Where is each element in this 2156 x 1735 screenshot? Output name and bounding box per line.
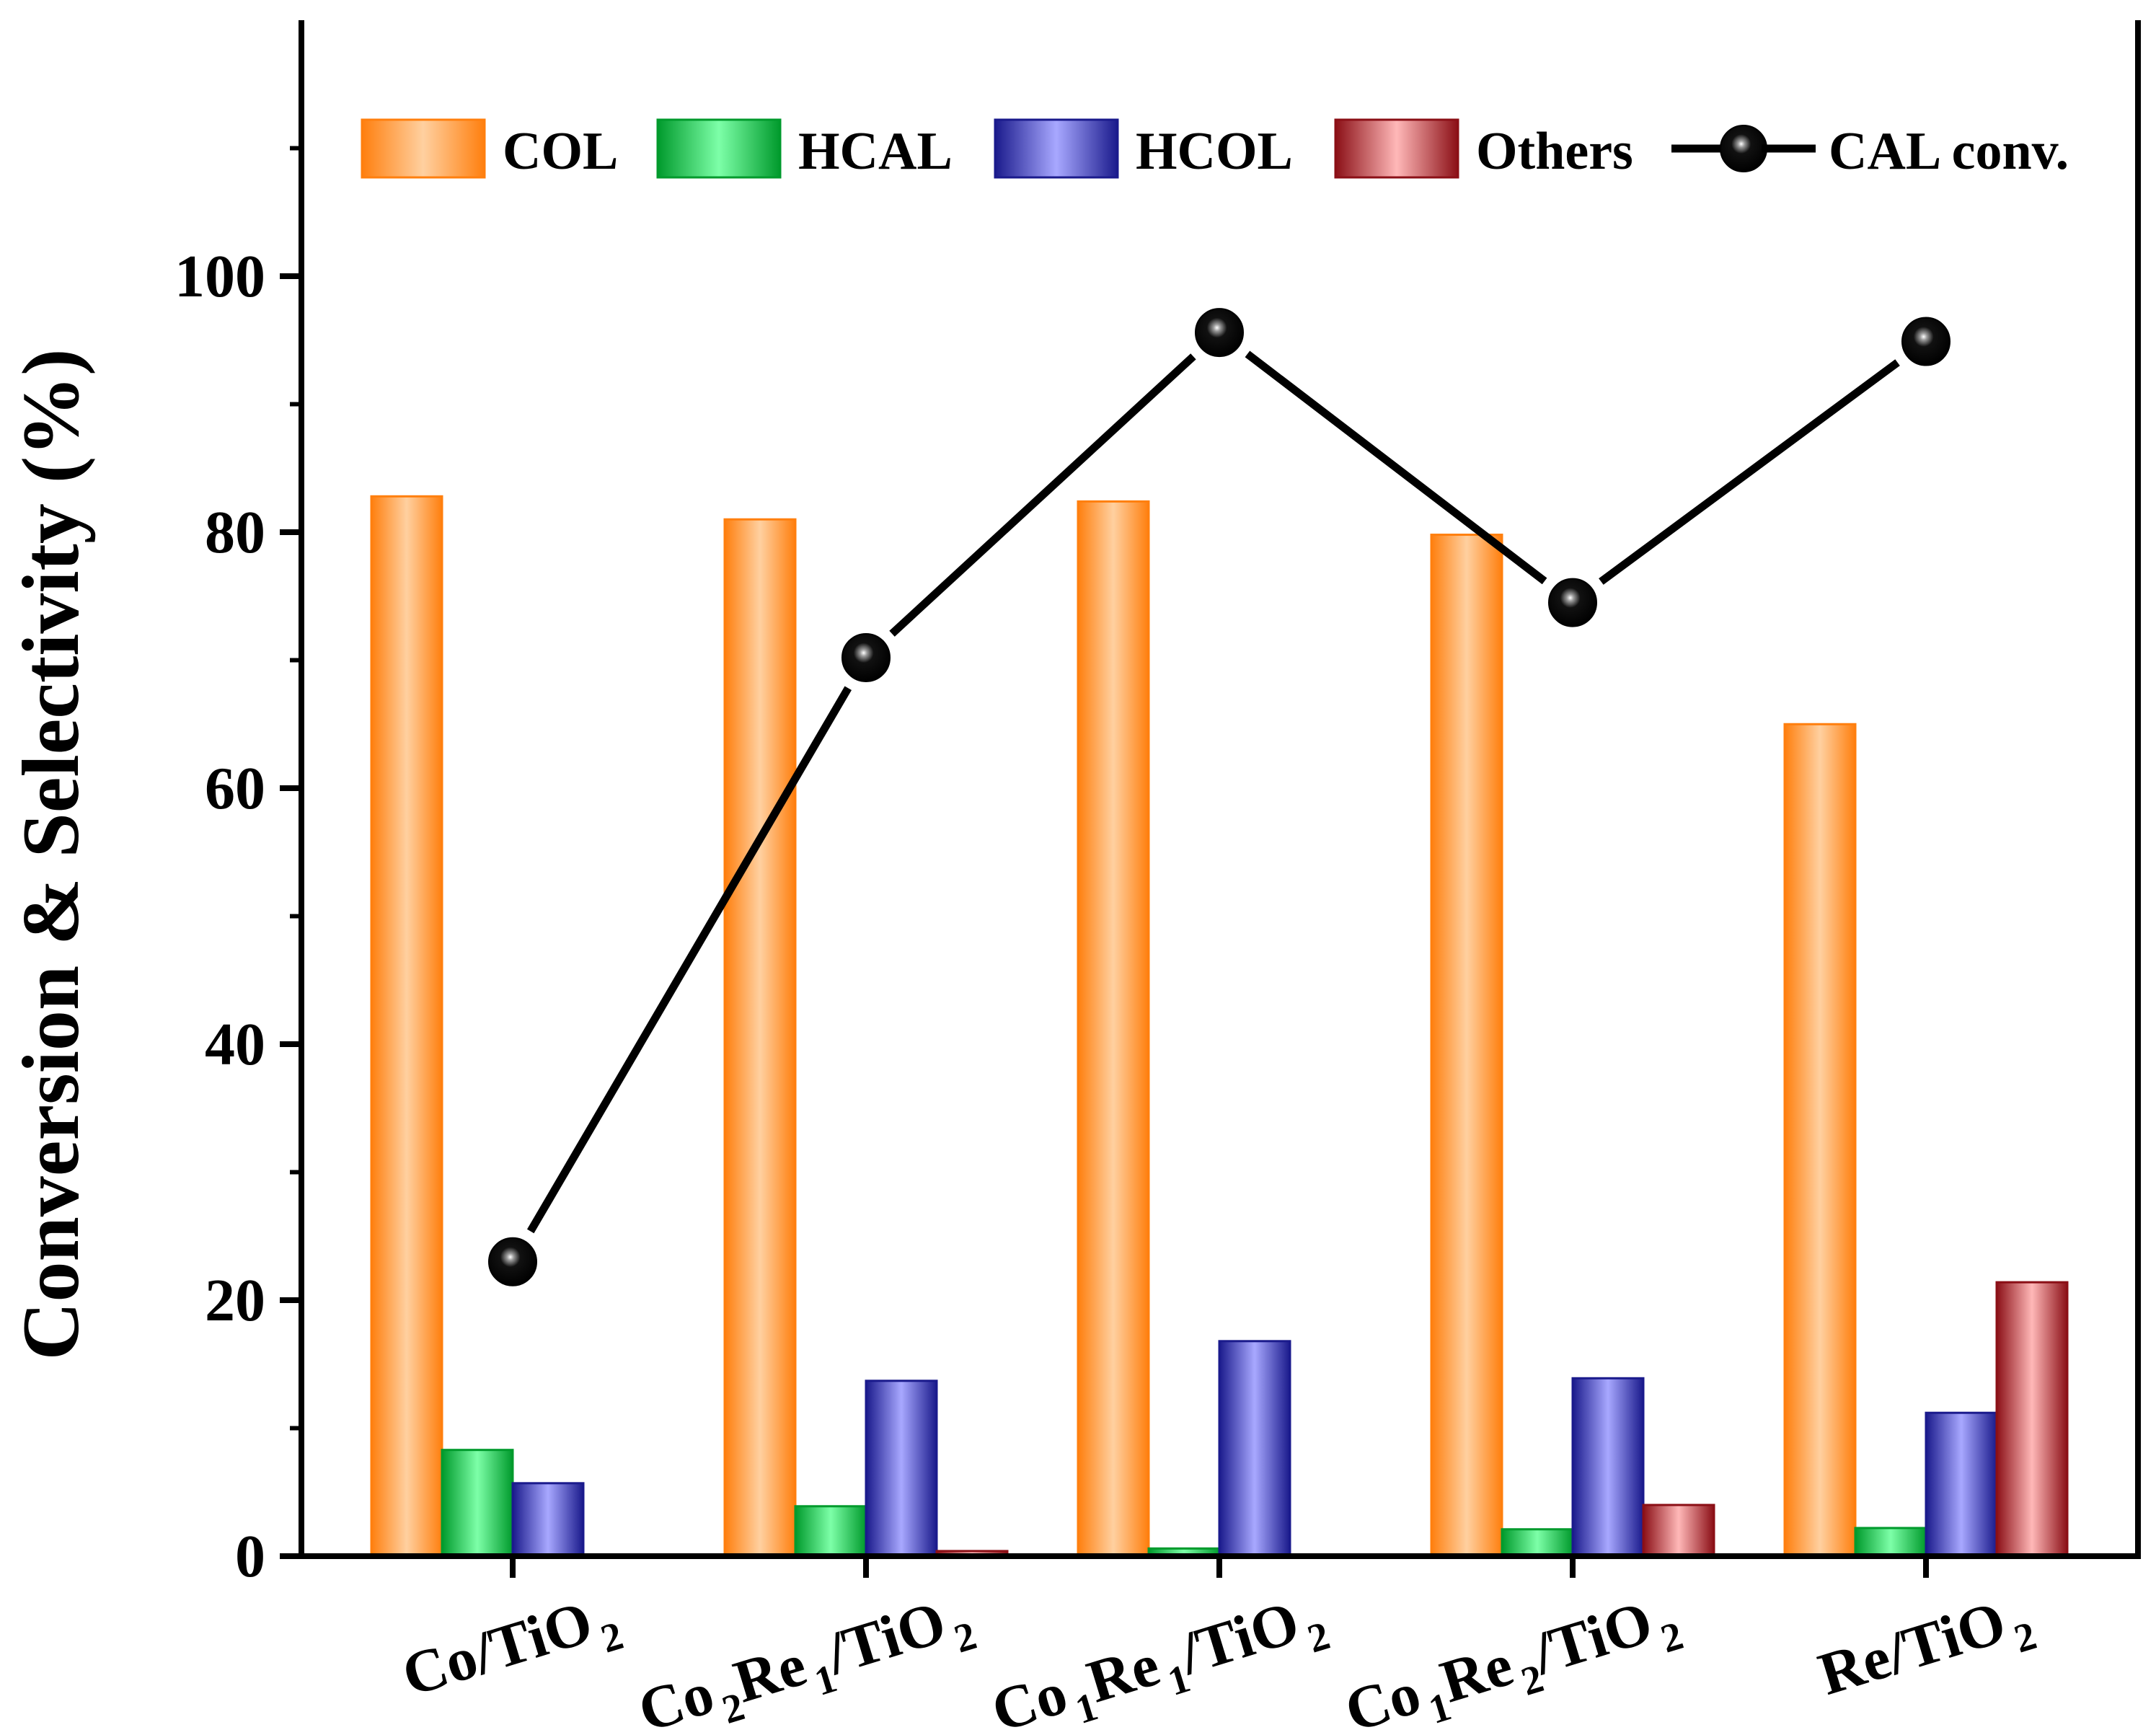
legend-label-others: Others: [1476, 122, 1633, 181]
bar-hcol-5: [1925, 1411, 1998, 1558]
cal-conv-point-5: [1901, 317, 1950, 366]
legend-label-col: COL: [503, 122, 618, 181]
x-tick-label-3: Co1Re1/TiO2: [984, 1581, 1335, 1735]
x-tick-label-4: Co1Re2/TiO2: [1338, 1581, 1688, 1735]
bar-hcol-4: [1571, 1377, 1645, 1558]
bar-col-3: [1077, 500, 1150, 1558]
bar-hcal-1: [441, 1449, 514, 1558]
cal-conv-point-1: [488, 1237, 537, 1286]
legend-swatch-col: [361, 118, 486, 179]
line-segment-2: [889, 353, 1196, 637]
y-tick-label-20: 20: [205, 1267, 265, 1334]
bar-col-4: [1430, 534, 1503, 1558]
legend-swatch-hcol: [994, 118, 1119, 179]
plot-layer: [370, 308, 2069, 1558]
legend-label-hcal: HCAL: [798, 122, 953, 181]
legend-label-cal-conv: CAL conv.: [1829, 122, 2069, 181]
bar-hcal-4: [1501, 1528, 1574, 1558]
bar-hcol-1: [511, 1482, 585, 1558]
y-tick-label-100: 100: [174, 243, 265, 310]
legend-swatch-hcal: [656, 118, 782, 179]
y-tick-label-80: 80: [205, 499, 265, 566]
legend-swatch-others: [1334, 118, 1459, 179]
y-tick-label-0: 0: [235, 1523, 265, 1590]
y-tick-label-40: 40: [205, 1011, 265, 1078]
cal-conv-point-3: [1195, 308, 1244, 358]
y-axis-label: Conversion & Selectivity (%): [6, 349, 96, 1361]
x-tick-label-2: Co2Re1/TiO2: [631, 1581, 981, 1735]
x-tick-label-1: Co/TiO2: [395, 1581, 629, 1720]
cal-conv-point-4: [1548, 578, 1597, 627]
bar-hcal-2: [794, 1505, 867, 1558]
bar-hcol-3: [1218, 1340, 1291, 1558]
bar-col-2: [723, 518, 797, 1558]
bar-others-5: [1995, 1281, 2069, 1558]
line-segment-4: [1599, 359, 1900, 585]
line-segment-3: [1245, 350, 1547, 585]
y-tick-label-60: 60: [205, 755, 265, 822]
bar-col-5: [1783, 723, 1857, 1558]
legend-marker-cal-conv: [1720, 125, 1767, 172]
bar-hcol-2: [865, 1379, 938, 1558]
x-tick-label-5: Re/TiO2: [1811, 1581, 2041, 1719]
bar-hcal-5: [1854, 1527, 1927, 1558]
line-segment-1: [526, 686, 852, 1234]
cal-conv-point-2: [841, 632, 891, 682]
bar-others-4: [1642, 1504, 1715, 1558]
bar-col-1: [370, 495, 443, 1558]
legend: COL HCAL HCOL Others CAL conv.: [361, 118, 2069, 181]
legend-label-hcol: HCOL: [1136, 122, 1293, 181]
